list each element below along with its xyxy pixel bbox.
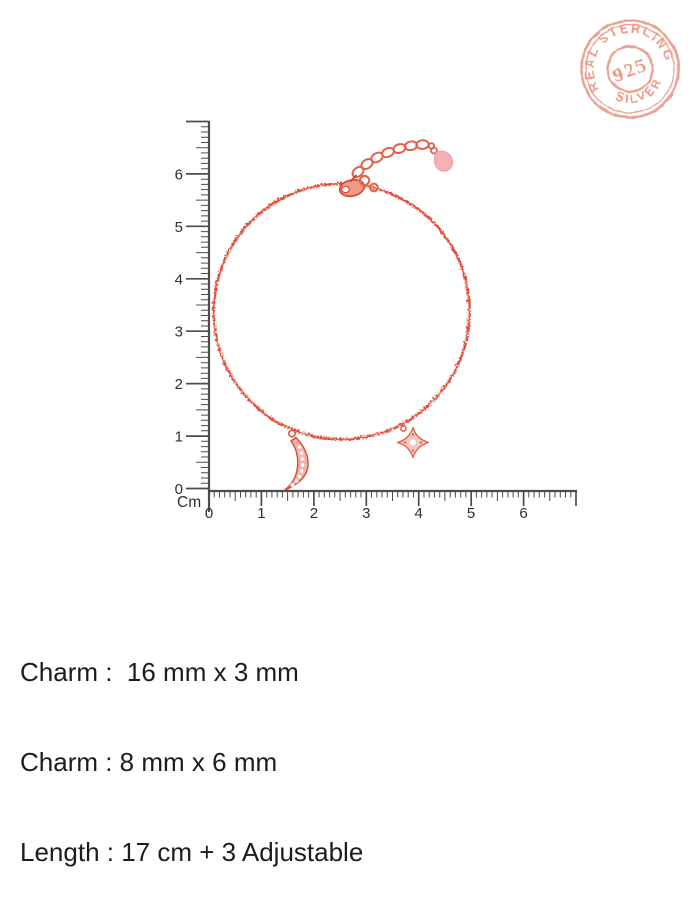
horizontal-ruler-label: 3 <box>362 505 370 522</box>
vertical-ruler-label: 0 <box>175 481 183 498</box>
horizontal-ruler-label: 0 <box>205 505 213 522</box>
vertical-ruler-label: 4 <box>175 271 183 288</box>
measurement-rulers: 0 1 2 3 4 5 6 0 1 2 3 4 5 6 Cm <box>175 120 577 522</box>
vertical-ruler-label: 6 <box>175 166 183 183</box>
teardrop-tag <box>430 146 454 172</box>
spec-line-charm-1: Charm : 16 mm x 3 mm <box>20 657 299 687</box>
vertical-ruler-label: 5 <box>175 219 183 236</box>
horizontal-ruler-label: 2 <box>310 505 318 522</box>
lobster-clasp-icon <box>338 174 379 198</box>
crescent-moon-charm <box>283 429 309 492</box>
horizontal-ruler-label: 4 <box>415 505 423 522</box>
product-measurement-image: 0 1 2 3 4 5 6 0 1 2 3 4 5 6 Cm <box>175 7 680 522</box>
horizontal-ruler-label: 6 <box>519 505 527 522</box>
spec-line-length: Length : 17 cm + 3 Adjustable <box>20 837 364 867</box>
star-charm <box>396 425 430 459</box>
sterling-silver-stamp: REAL STERLING SILVER 925 <box>568 7 680 119</box>
horizontal-ruler-label: 1 <box>257 505 265 522</box>
extension-chain <box>351 139 436 179</box>
product-specs: Charm : 16 mm x 3 mm Charm : 8 mm x 6 mm… <box>20 597 363 897</box>
spec-line-charm-2: Charm : 8 mm x 6 mm <box>20 747 278 777</box>
horizontal-ruler-label: 5 <box>467 505 475 522</box>
vertical-ruler-label: 2 <box>175 376 183 393</box>
vertical-ruler-label: 3 <box>175 324 183 341</box>
stamp-925-text: 925 <box>610 53 652 87</box>
bracelet-chain <box>210 180 470 440</box>
vertical-ruler-label: 1 <box>175 429 183 446</box>
ruler-unit-label: Cm <box>177 494 201 511</box>
